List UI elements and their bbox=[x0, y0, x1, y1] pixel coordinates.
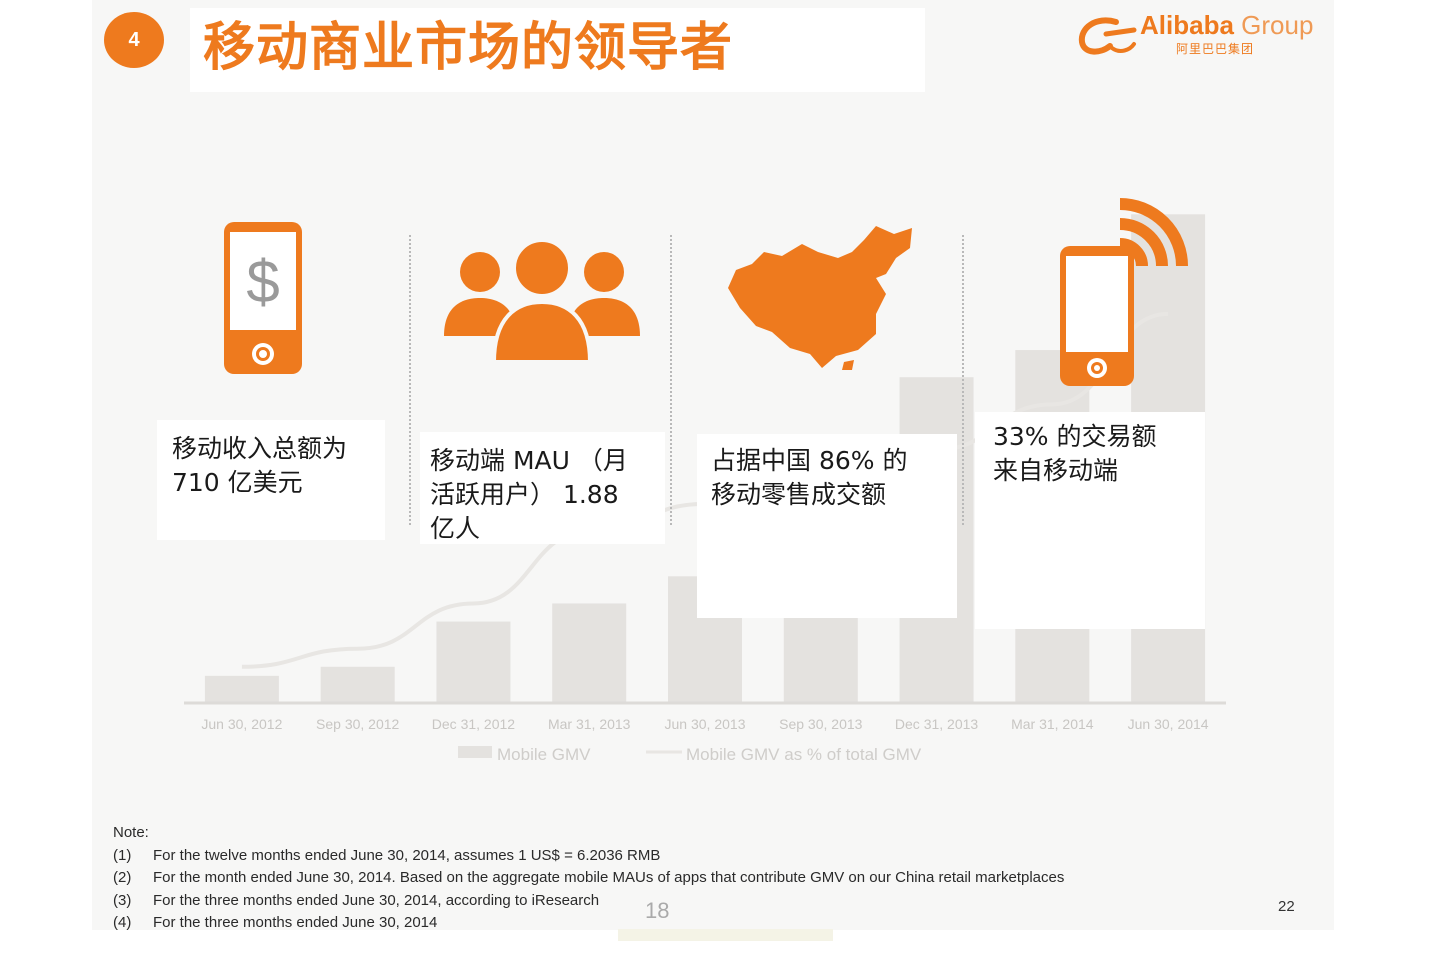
logo-group: Group bbox=[1241, 10, 1314, 40]
footer-bar bbox=[618, 929, 833, 941]
x-tick-label: Jun 30, 2013 bbox=[665, 716, 746, 732]
stat-mau-text: 移动端 MAU （月 活跃用户） 1.88 亿人 bbox=[430, 444, 628, 546]
slide-title: 移动商业市场的领导者 bbox=[203, 18, 734, 78]
section-badge: 4 bbox=[104, 12, 164, 68]
stat-line: 亿人 bbox=[430, 514, 481, 543]
note-text: For the twelve months ended June 30, 201… bbox=[153, 846, 661, 864]
stat-panel-mobile-txn bbox=[975, 412, 1205, 629]
note-row: (3) For the three months ended June 30, 2… bbox=[113, 890, 1064, 913]
stat-panel-mau bbox=[420, 432, 665, 544]
stat-line: 移动收入总额为 bbox=[172, 434, 348, 463]
legend-label: Mobile GMV bbox=[497, 745, 591, 764]
footnotes: Note: (1) For the twelve months ended Jun… bbox=[113, 822, 1064, 935]
notes-heading: Note: bbox=[113, 824, 149, 841]
x-tick-label: Mar 31, 2013 bbox=[548, 716, 631, 732]
column-divider bbox=[962, 235, 964, 525]
stat-line: 来自移动端 bbox=[993, 456, 1119, 485]
note-number: (4) bbox=[113, 914, 132, 931]
gmv-bar bbox=[204, 675, 279, 703]
alibaba-smile-icon bbox=[1078, 17, 1137, 55]
note-number: (2) bbox=[113, 869, 132, 886]
page-number: 18 bbox=[645, 898, 670, 923]
gmv-bar bbox=[436, 621, 511, 703]
stat-line: 移动端 MAU （月 bbox=[430, 446, 628, 475]
stat-line: 710 亿美元 bbox=[172, 468, 303, 497]
china-map-icon bbox=[728, 226, 912, 370]
column-divider bbox=[670, 235, 672, 525]
x-tick-label: Jun 30, 2012 bbox=[201, 716, 282, 732]
note-row: (2) For the month ended June 30, 2014. Ba… bbox=[113, 867, 1064, 890]
legend-swatch-bar bbox=[458, 746, 492, 758]
users-icon bbox=[444, 238, 640, 362]
note-row: (1) For the twelve months ended June 30, … bbox=[113, 845, 1064, 868]
logo-chinese: 阿里巴巴集团 bbox=[1176, 42, 1255, 56]
x-tick-label: Sep 30, 2013 bbox=[779, 716, 863, 732]
logo-wordmark: Alibaba Group bbox=[1140, 10, 1313, 41]
note-text: For the month ended June 30, 2014. Based… bbox=[153, 869, 1065, 886]
stat-share-text: 占据中国 86% 的 移动零售成交额 bbox=[711, 444, 907, 512]
slide-number: 22 bbox=[1278, 898, 1295, 915]
title-band bbox=[190, 8, 925, 92]
stat-line: 移动零售成交额 bbox=[711, 480, 887, 509]
logo-name: Alibaba bbox=[1140, 10, 1234, 40]
x-tick-label: Jun 30, 2014 bbox=[1128, 716, 1209, 732]
gmv-bar bbox=[552, 603, 627, 703]
alibaba-logo: Alibaba Group 阿里巴巴集团 bbox=[1076, 10, 1326, 60]
legend-label: Mobile GMV as % of total GMV bbox=[686, 745, 922, 764]
note-number: (3) bbox=[113, 891, 132, 909]
stat-panel-share bbox=[697, 434, 957, 618]
x-tick-label: Mar 31, 2014 bbox=[1011, 716, 1094, 732]
phone-signal-icon bbox=[1060, 198, 1188, 386]
x-tick-label: Dec 31, 2013 bbox=[895, 716, 978, 732]
svg-text:$: $ bbox=[246, 248, 279, 315]
note-text: For the three months ended June 30, 2014 bbox=[153, 914, 438, 931]
stat-line: 活跃用户） 1.88 bbox=[430, 480, 619, 509]
stat-line: 33% 的交易额 bbox=[993, 422, 1157, 451]
note-number: (1) bbox=[113, 846, 132, 864]
stat-mobile-txn-text: 33% 的交易额 来自移动端 bbox=[993, 420, 1157, 488]
note-text: For the three months ended June 30, 2014… bbox=[153, 891, 600, 909]
gmv-bar bbox=[320, 666, 395, 703]
phone-dollar-icon: $ bbox=[224, 222, 302, 374]
column-divider bbox=[409, 235, 411, 525]
note-row: (4) For the three months ended June 30, 2… bbox=[113, 912, 1064, 935]
stat-line: 占据中国 86% 的 bbox=[711, 446, 908, 475]
stat-revenue-text: 移动收入总额为 710 亿美元 bbox=[172, 432, 347, 500]
x-tick-label: Sep 30, 2012 bbox=[316, 716, 400, 732]
stat-panel-revenue bbox=[157, 420, 385, 540]
x-tick-label: Dec 31, 2012 bbox=[432, 716, 515, 732]
